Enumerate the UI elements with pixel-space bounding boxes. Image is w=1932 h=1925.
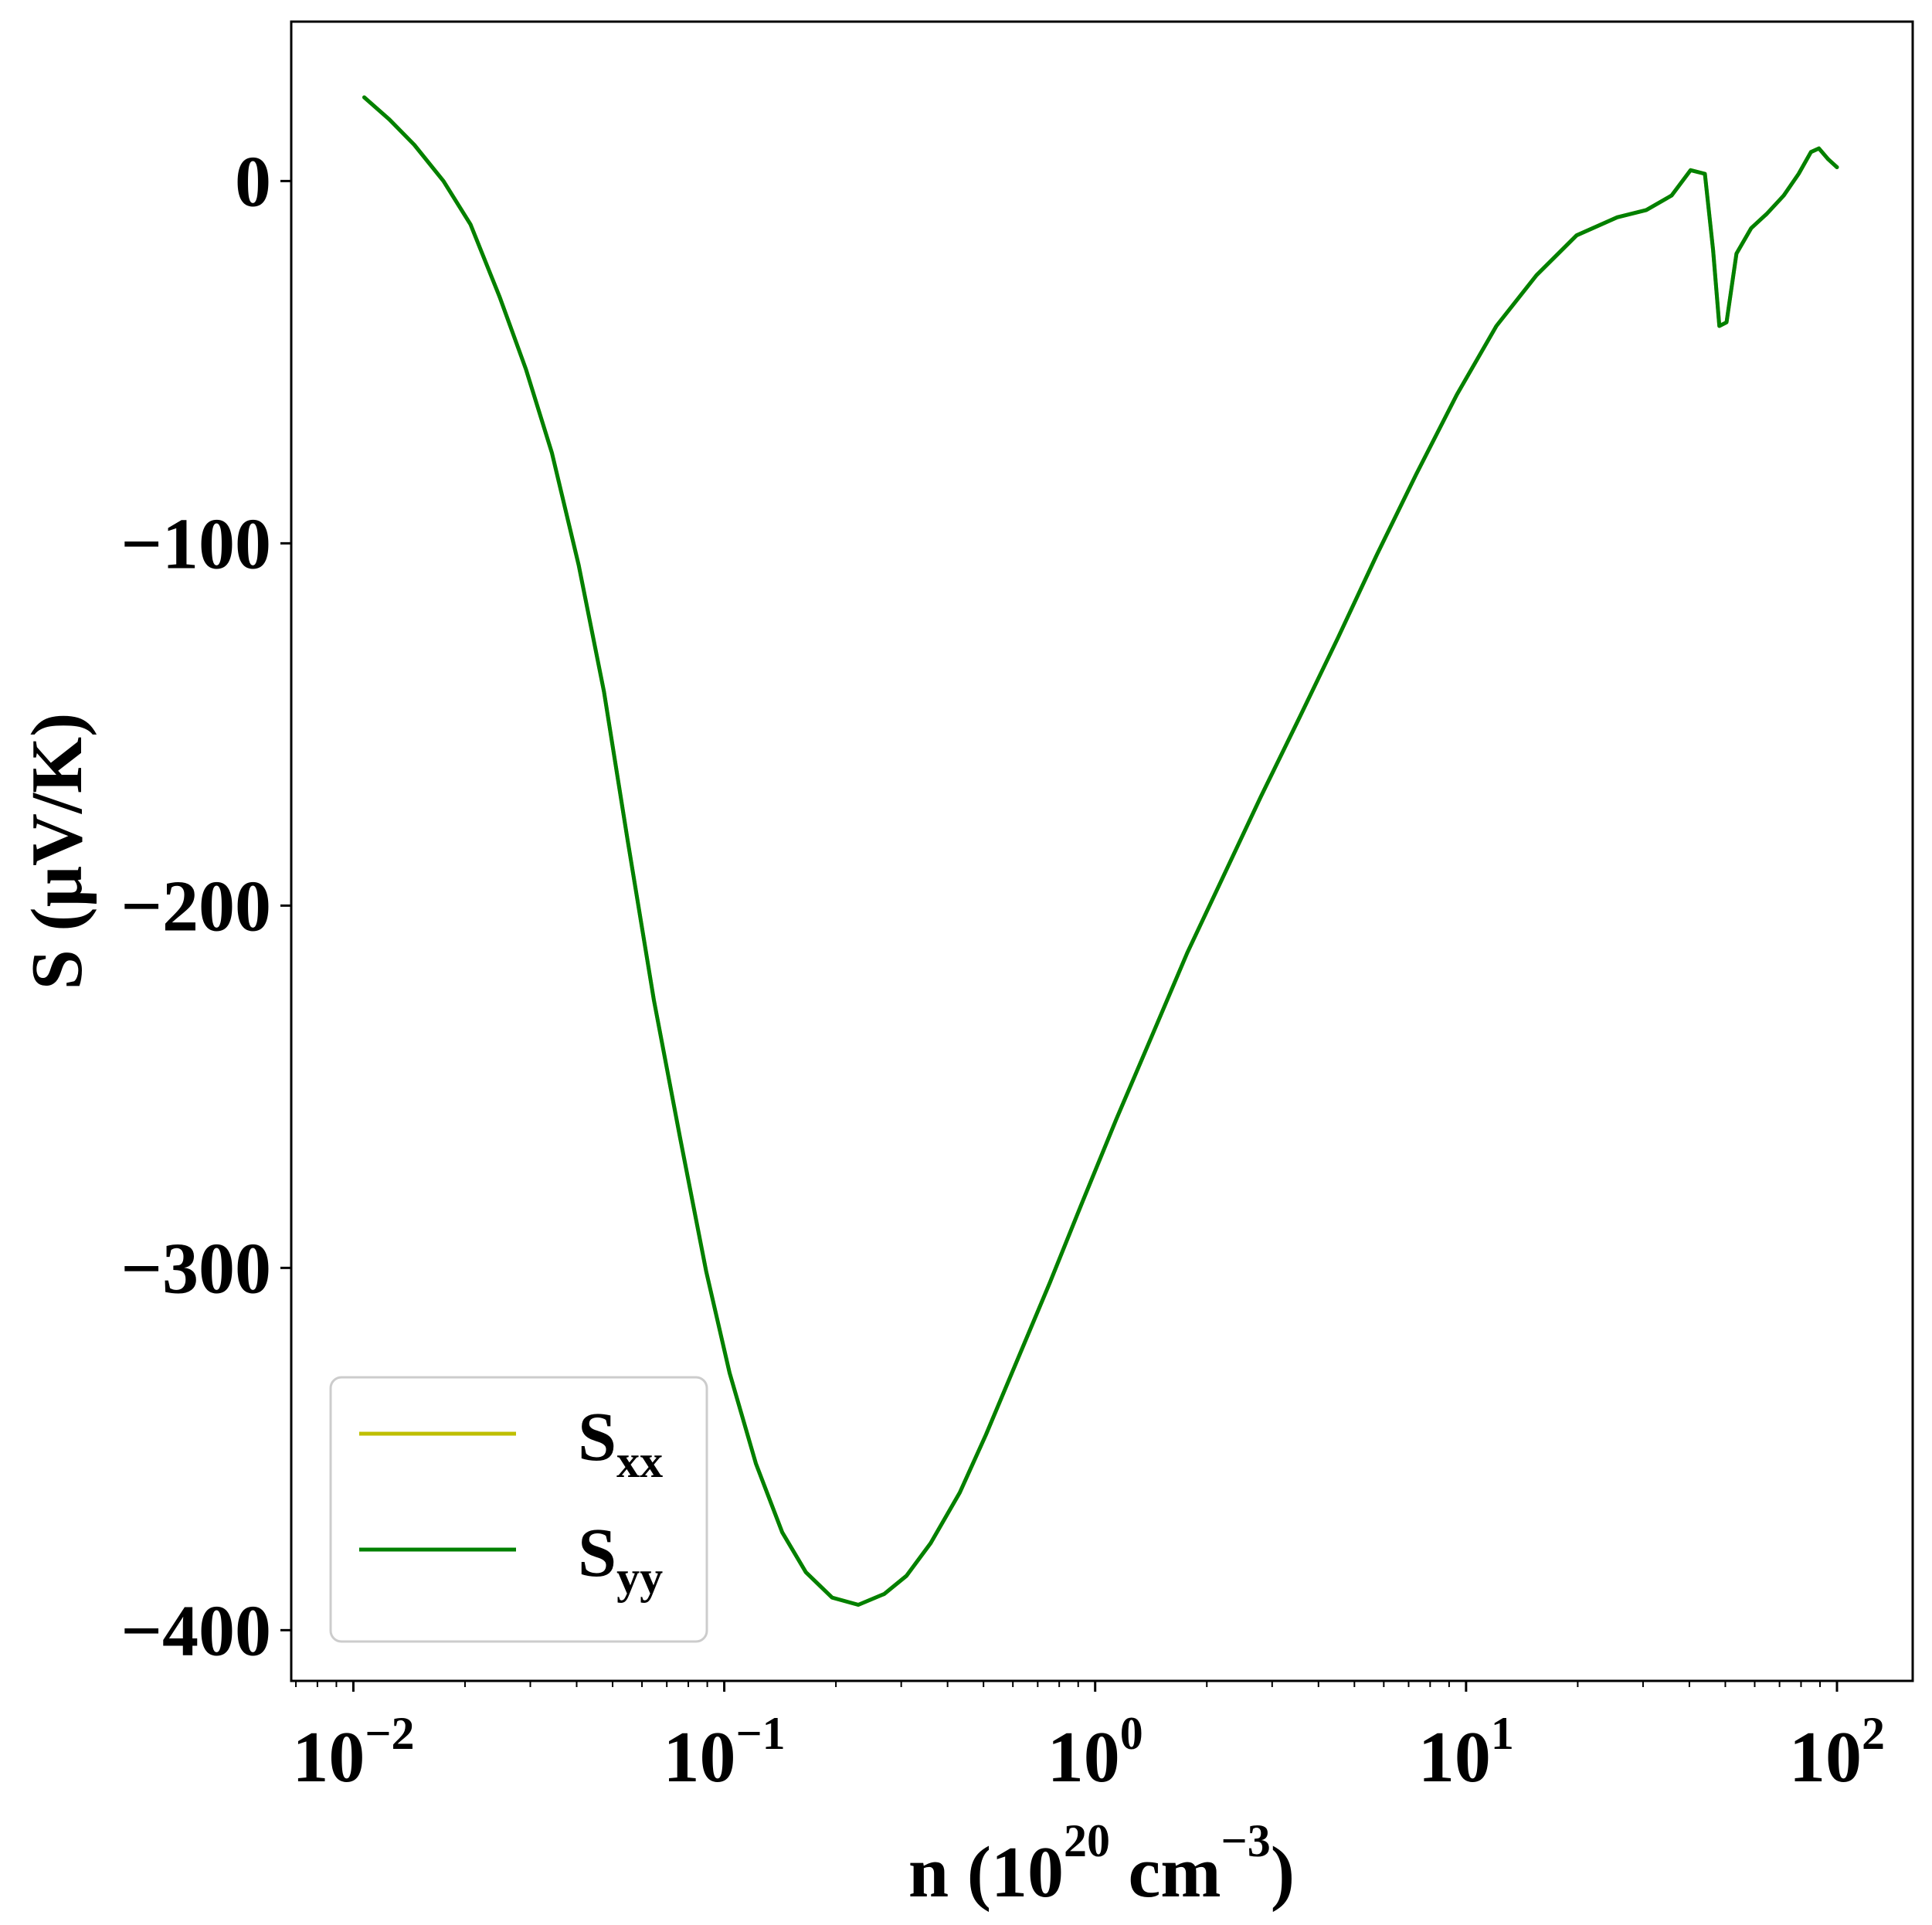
x-axis-label: n (1020 cm−3): [908, 1815, 1295, 1913]
x-tick-label: 102: [1789, 1708, 1885, 1798]
y-tick-label: −100: [121, 504, 271, 584]
x-tick-label: 101: [1418, 1708, 1514, 1798]
legend-label-sxx-subscript: xx: [616, 1436, 663, 1487]
y-tick-label: −300: [121, 1228, 271, 1309]
plot-area-frame: [290, 20, 1914, 1682]
x-tick-label-exponent: 0: [1120, 1708, 1143, 1759]
x-tick-label-base: 10: [663, 1717, 735, 1798]
x-tick-label-exponent: 1: [1491, 1708, 1514, 1759]
y-axis-label: S (μV/K): [17, 713, 97, 990]
x-axis-label-exponent-2: −3: [1221, 1815, 1271, 1866]
y-tick-label: −200: [121, 866, 271, 946]
x-axis-label-main: n (10: [908, 1832, 1064, 1913]
x-axis-label-unit: cm: [1110, 1832, 1221, 1913]
y-tick-label: −400: [121, 1591, 271, 1671]
legend-box: [329, 1376, 708, 1643]
x-tick-label: 100: [1047, 1708, 1143, 1798]
legend-label-syy: Syy: [578, 1515, 663, 1603]
series-layer: [362, 95, 1839, 1607]
x-axis-label-close: ): [1271, 1832, 1295, 1913]
x-axis-label-exponent-1: 20: [1064, 1815, 1110, 1866]
y-tick-label: 0: [235, 141, 271, 222]
legend-label-sxx-main: S: [578, 1399, 616, 1475]
x-tick-label-base: 10: [1789, 1717, 1862, 1798]
x-tick-label-exponent: −2: [365, 1708, 414, 1759]
series-line-syy: [362, 95, 1839, 1607]
x-tick-label-base: 10: [292, 1717, 365, 1798]
legend-label-sxx: Sxx: [578, 1399, 663, 1487]
x-tick-label-exponent: 2: [1862, 1708, 1885, 1759]
legend-label-syy-main: S: [578, 1515, 616, 1591]
legend-label-syy-subscript: yy: [616, 1552, 663, 1603]
x-tick-label-base: 10: [1047, 1717, 1120, 1798]
x-tick-label-base: 10: [1418, 1717, 1491, 1798]
x-tick-label-exponent: −1: [735, 1708, 785, 1759]
x-tick-label: 10−2: [292, 1708, 414, 1798]
x-tick-label: 10−1: [663, 1708, 785, 1798]
legend: Sxx Syy: [329, 1376, 708, 1643]
